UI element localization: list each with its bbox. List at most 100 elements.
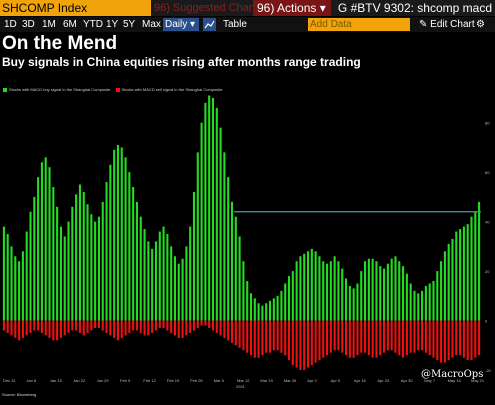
x-year-label: 2021 [236, 384, 246, 389]
buy-bar [265, 303, 268, 321]
line-chart-icon[interactable] [203, 18, 216, 31]
buy-bar [238, 236, 241, 321]
sell-bar [18, 320, 21, 341]
period-3d-button[interactable]: 3D [22, 19, 35, 30]
table-button[interactable]: Table [223, 19, 247, 30]
sell-bar [310, 320, 313, 366]
sell-bar [44, 320, 47, 336]
gear-icon[interactable]: ⚙ [476, 19, 485, 30]
buy-bar [215, 107, 218, 321]
buy-bar [2, 226, 5, 321]
sell-bar [356, 320, 359, 356]
buy-bar [227, 177, 230, 321]
sell-bar [59, 320, 62, 338]
sell-bar [21, 320, 24, 338]
sell-bar [348, 320, 351, 358]
buy-bar [56, 206, 59, 321]
security-field[interactable]: SHCOMP Index [0, 0, 151, 16]
sell-bar [440, 320, 443, 363]
sell-bar [287, 320, 291, 361]
sell-bar [329, 320, 332, 353]
legend-swatch-buy [3, 87, 7, 92]
buy-bar [413, 290, 416, 321]
buy-bar [428, 283, 431, 321]
sell-bar [337, 320, 340, 351]
actions-menu[interactable]: 96) Actions ▾ [253, 0, 331, 16]
y-tick-label: 20 [485, 269, 490, 274]
buy-bar [33, 196, 36, 321]
sell-bar [192, 320, 196, 331]
frequency-select[interactable]: Daily ▾ [163, 18, 199, 31]
period-5y-button[interactable]: 5Y [123, 19, 136, 30]
buy-bar [246, 281, 249, 321]
sell-bar [75, 320, 78, 331]
sell-bar [78, 320, 81, 333]
buy-bar [295, 261, 298, 321]
suggested-charts-button[interactable]: 96) Suggested Charts [154, 2, 262, 14]
buy-bar [219, 127, 222, 321]
buy-bar [356, 283, 359, 321]
buy-bar [310, 248, 313, 321]
sell-bar [97, 320, 100, 328]
buy-bar [299, 256, 302, 321]
edit-chart-button[interactable]: ✎ Edit Chart [419, 19, 475, 30]
period-max-button[interactable]: Max [142, 19, 161, 30]
buy-bar [337, 261, 340, 321]
buy-bar [63, 236, 66, 321]
buy-bar [345, 278, 348, 321]
sell-bar [455, 320, 458, 356]
sell-bar [166, 320, 169, 331]
legend-swatch-sell [115, 87, 120, 92]
buy-bar [333, 256, 336, 321]
buy-bar [97, 216, 100, 321]
buy-bar [185, 246, 188, 321]
buy-bar [234, 216, 237, 321]
period-1y-button[interactable]: 1Y [106, 19, 119, 30]
buy-bar [383, 268, 386, 321]
sell-bar [306, 320, 310, 368]
period-1m-button[interactable]: 1M [42, 19, 56, 30]
sell-bar [322, 320, 325, 358]
buy-bar [86, 204, 89, 321]
sell-bar [417, 320, 420, 351]
buy-bar [18, 261, 21, 321]
period-6m-button[interactable]: 6M [63, 19, 77, 30]
sell-bar [71, 320, 74, 331]
sell-bar [181, 320, 184, 338]
period-1d-button[interactable]: 1D [4, 19, 17, 30]
sell-bar [52, 320, 55, 341]
macd-signal-chart: 80 60 40 20 0 -20 Dec 31 Jan 8 Jan 15 Jan 22 Jan 2… [2, 95, 492, 389]
buy-bar [284, 283, 287, 321]
buy-bar [128, 172, 131, 321]
buy-bar [322, 261, 325, 321]
buy-bar [143, 229, 146, 321]
sell-bar [14, 320, 17, 338]
buy-bar [386, 263, 389, 321]
buy-bar [162, 226, 165, 321]
buy-bar [462, 226, 465, 321]
add-data-input[interactable]: Add Data [308, 18, 410, 31]
buy-bar [352, 288, 355, 321]
x-tick-label: Feb 5 [120, 378, 131, 383]
sell-bar [2, 320, 5, 331]
period-ytd-button[interactable]: YTD [83, 19, 103, 30]
buy-bar [78, 184, 81, 321]
buy-bar [101, 201, 104, 321]
buy-bar [154, 241, 158, 321]
sell-bar [390, 320, 393, 351]
x-tick-label: May 14 [448, 378, 462, 383]
sell-bar [462, 320, 465, 358]
buy-bar [443, 251, 446, 321]
buy-bar [257, 303, 260, 321]
buy-bar [67, 221, 70, 321]
buy-bar [455, 231, 458, 321]
buy-bar [196, 152, 199, 321]
buy-bar [341, 268, 344, 321]
sell-bar [272, 320, 275, 351]
sell-bar [299, 320, 302, 371]
source-note: Source: Bloomberg [2, 392, 37, 397]
buy-bar [280, 290, 283, 321]
buy-bar [25, 231, 28, 321]
x-tick-label: Apr 23 [377, 378, 390, 383]
sell-bar [10, 320, 13, 336]
